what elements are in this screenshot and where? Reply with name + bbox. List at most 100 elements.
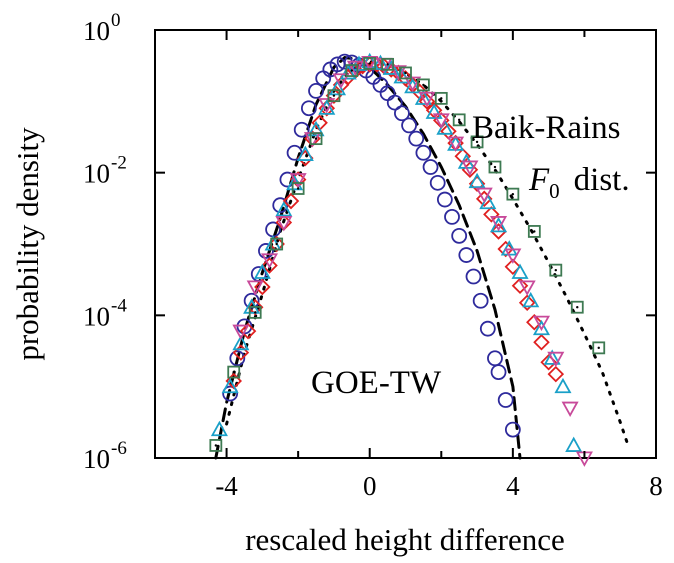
circle-marker <box>444 208 460 225</box>
y-tick-label: 10 <box>83 16 110 46</box>
dist-text: dist. <box>574 162 630 198</box>
diamond-marker <box>547 365 565 383</box>
square-marker <box>248 305 262 319</box>
circle-marker <box>394 105 410 122</box>
plot-frame <box>154 29 657 459</box>
diamond-marker <box>497 240 514 258</box>
triangle-down-marker <box>404 76 422 92</box>
square-marker-dot <box>296 187 300 190</box>
triangle-up-series <box>210 52 583 452</box>
square-marker <box>488 160 502 174</box>
square-marker <box>470 135 484 149</box>
square-marker <box>434 91 448 105</box>
square-marker-dot <box>275 242 278 246</box>
triangle-up-marker <box>318 99 336 115</box>
square-marker-dot <box>350 69 354 72</box>
triangle-up-marker <box>522 291 540 308</box>
square-marker <box>309 132 323 146</box>
triangle-down-marker <box>461 160 479 176</box>
square-marker <box>527 225 541 238</box>
triangle-down-marker <box>346 60 364 77</box>
y-tick-exponent: -6 <box>111 438 127 459</box>
x-tick-label: 0 <box>363 471 377 501</box>
diamond-marker <box>318 99 336 117</box>
y-axis-label: probability density <box>10 127 45 361</box>
circle-marker <box>490 364 507 381</box>
x-tick-label: -4 <box>215 471 238 501</box>
diamond-marker <box>490 223 507 240</box>
circle-marker <box>429 174 446 191</box>
circle-marker <box>479 320 496 337</box>
diamond-marker <box>254 278 271 296</box>
triangle-down-marker <box>490 216 508 232</box>
diamond-marker <box>232 344 250 361</box>
triangle-up-marker <box>414 89 432 105</box>
triangle-down-marker <box>275 216 293 232</box>
triangle-up-marker <box>532 319 551 336</box>
square-marker-dot <box>493 165 497 169</box>
triangle-down-marker <box>547 351 565 368</box>
circle-marker <box>258 243 274 259</box>
triangle-down-marker <box>432 113 450 129</box>
square-marker <box>227 365 241 379</box>
triangle-down-marker <box>561 401 579 417</box>
triangle-down-marker <box>361 56 379 72</box>
y-tick-label: 10 <box>83 159 110 189</box>
diamond-marker <box>483 206 500 223</box>
triangle-up-marker <box>221 377 239 394</box>
f0-symbol: F <box>528 162 550 198</box>
triangle-up-marker <box>350 55 368 71</box>
square-marker <box>363 57 377 70</box>
circle-marker <box>300 100 317 117</box>
triangle-down-marker <box>447 136 465 152</box>
triangle-up-marker <box>554 377 572 394</box>
triangle-down-marker <box>532 315 551 332</box>
y-tick-exponent: -2 <box>111 153 127 174</box>
triangle-down-marker <box>260 253 279 269</box>
circle-marker <box>293 121 310 138</box>
square-marker <box>506 187 520 201</box>
f0-dist-label: F0 dist. <box>528 162 630 203</box>
circle-marker <box>451 227 468 244</box>
square-marker-dot <box>404 71 407 75</box>
square-marker <box>549 263 563 277</box>
triangle-up-marker <box>296 145 314 161</box>
diamond-marker <box>282 192 300 210</box>
diamond-marker <box>225 372 243 390</box>
circle-marker <box>458 247 475 263</box>
circle-marker <box>465 268 482 285</box>
goe-tw-label: GOE-TW <box>311 365 442 401</box>
data-series <box>209 52 606 467</box>
triangle-up-marker <box>447 135 465 151</box>
square-marker <box>416 78 430 92</box>
diamond-marker <box>526 313 543 331</box>
circle-marker <box>436 191 453 208</box>
triangle-down-marker <box>332 73 350 89</box>
x-tick-label: 8 <box>649 471 663 501</box>
triangle-up-marker <box>275 201 293 217</box>
triangle-up-marker <box>382 59 400 75</box>
triangle-up-marker <box>565 436 583 452</box>
triangle-up-marker <box>232 334 250 351</box>
square-marker-dot <box>422 83 425 87</box>
triangle-down-marker <box>389 65 407 81</box>
diamond-marker <box>533 333 550 351</box>
circle-marker <box>222 385 239 402</box>
y-tick-label: 10 <box>83 301 110 331</box>
diamond-marker <box>504 258 522 276</box>
square-marker <box>452 113 466 127</box>
square-marker-dot <box>597 346 600 350</box>
f0-subscript: 0 <box>549 179 560 203</box>
triangle-up-marker <box>543 349 561 365</box>
circle-marker <box>415 144 432 161</box>
square-marker-dot <box>232 370 235 374</box>
triangle-up-marker <box>393 68 411 84</box>
square-marker <box>209 439 223 452</box>
triangle-up-marker <box>490 216 508 233</box>
triangle-down-marker <box>475 187 493 203</box>
square-marker <box>327 89 341 103</box>
square-marker <box>592 341 606 355</box>
square-marker-dot <box>576 306 579 309</box>
